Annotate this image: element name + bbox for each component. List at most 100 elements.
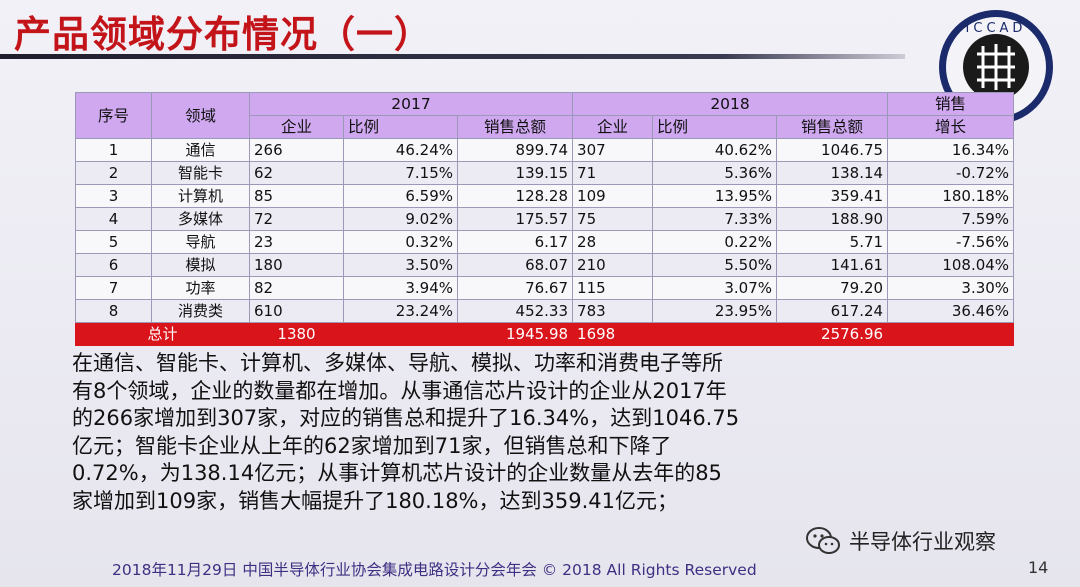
cell-ratio-2017: 0.32% [343,230,458,254]
header-enterprises-2017: 企业 [249,115,344,139]
cell-growth: -7.56% [887,230,1015,254]
cell-sales-2017: 899.74 [456,138,574,162]
cell-ratio-2018: 13.95% [652,184,778,208]
header-growth-line1: 销售 [887,92,1015,116]
cell-sales-2017: 128.28 [456,184,574,208]
cell-growth: 3.30% [887,276,1015,300]
cell-ratio-2017: 9.02% [343,207,458,231]
cell-sales-2017: 76.67 [456,276,574,300]
cell-enterprises-2018: 307 [572,138,654,162]
cell-field: 功率 [151,276,250,300]
cell-field: 模拟 [151,253,250,277]
cell-ratio-2017: 3.50% [343,253,458,277]
cell-ratio-2018: 7.33% [652,207,778,231]
cell-growth: -0.72% [887,161,1015,185]
cell-enterprises-2018: 109 [572,184,654,208]
header-growth-line2: 增长 [887,115,1015,139]
logo-text: ICCAD [966,21,1027,36]
cell-index: 2 [75,161,152,185]
cell-sales-2017: 139.15 [456,161,574,185]
cell-enterprises-2018: 28 [572,230,654,254]
cell-sales-2018: 188.90 [776,207,889,231]
cell-sales-2018: 359.41 [776,184,889,208]
cell-growth: 7.59% [887,207,1015,231]
cell-growth: 108.04% [887,253,1015,277]
total-ratio-2017-empty [343,322,458,346]
cell-growth: 36.46% [887,299,1015,323]
total-label: 总计 [75,322,250,346]
paragraph-line: 在通信、智能卡、计算机、多媒体、导航、模拟、功率和消费电子等所 [72,351,723,375]
cell-enterprises-2018: 783 [572,299,654,323]
cell-enterprises-2018: 210 [572,253,654,277]
cell-field: 通信 [151,138,250,162]
cell-index: 5 [75,230,152,254]
cell-ratio-2018: 23.95% [652,299,778,323]
cell-index: 1 [75,138,152,162]
cell-enterprises-2018: 115 [572,276,654,300]
cell-sales-2018: 1046.75 [776,138,889,162]
cell-ratio-2018: 5.50% [652,253,778,277]
total-sales-2018: 2576.96 [776,322,889,346]
cell-ratio-2017: 23.24% [343,299,458,323]
paragraph-line: 的266家增加到307家，对应的销售总和提升了16.34%，达到1046.75 [72,406,740,430]
cell-ratio-2018: 0.22% [652,230,778,254]
cell-field: 多媒体 [151,207,250,231]
cell-enterprises-2017: 266 [249,138,344,162]
cell-growth: 16.34% [887,138,1015,162]
watermark: 半导体行业观察 [805,526,996,556]
table-row: 4 多媒体 72 9.02% 175.57 75 7.33% 188.90 7.… [75,207,1015,231]
cell-enterprises-2018: 75 [572,207,654,231]
table-row: 5 导航 23 0.32% 6.17 28 0.22% 5.71 -7.56% [75,230,1015,254]
header-enterprises-2018: 企业 [572,115,654,139]
header-ratio-2018: 比例 [652,115,778,139]
cell-index: 6 [75,253,152,277]
header-2017: 2017 [248,92,574,116]
total-ratio-2018-empty [652,322,778,346]
total-row: 总计 1380 1945.98 1698 2576.96 [75,322,1015,346]
cell-ratio-2017: 46.24% [343,138,458,162]
cell-ratio-2018: 40.62% [652,138,778,162]
cell-sales-2018: 79.20 [776,276,889,300]
cell-ratio-2018: 5.36% [652,161,778,185]
paragraph-line: 有8个领域，企业的数量都在增加。从事通信芯片设计的企业从2017年 [72,378,727,403]
table-row: 8 消费类 610 23.24% 452.33 783 23.95% 617.2… [75,299,1015,323]
cell-enterprises-2017: 62 [249,161,344,185]
cell-field: 智能卡 [151,161,250,185]
cell-sales-2018: 138.14 [776,161,889,185]
table-row: 1 通信 266 46.24% 899.74 307 40.62% 1046.7… [75,138,1015,162]
cell-enterprises-2017: 82 [249,276,344,300]
paragraph-line: 家增加到109家，销售大幅提升了180.18%，达到359.41亿元； [72,488,678,513]
table-row: 2 智能卡 62 7.15% 139.15 71 5.36% 138.14 -0… [75,161,1015,185]
cell-sales-2017: 6.17 [456,230,574,254]
cell-index: 8 [75,299,152,323]
header-sales-2017: 销售总额 [456,115,574,139]
table-row: 7 功率 82 3.94% 76.67 115 3.07% 79.20 3.30… [75,276,1015,300]
cell-index: 7 [75,276,152,300]
total-sales-2017: 1945.98 [456,322,574,346]
cell-field: 计算机 [151,184,250,208]
summary-paragraph: 在通信、智能卡、计算机、多媒体、导航、模拟、功率和消费电子等所 有8个领域，企业… [72,350,1032,515]
table-row: 6 模拟 180 3.50% 68.07 210 5.50% 141.61 10… [75,253,1015,277]
table-row: 3 计算机 85 6.59% 128.28 109 13.95% 359.41 … [75,184,1015,208]
total-enterprises-2017: 1380 [249,322,344,346]
footer-text: 2018年11月29日 中国半导体行业协会集成电路设计分会年会 © 2018 A… [112,561,757,579]
header-field: 领域 [151,92,250,139]
title-rule [0,54,905,59]
domain-distribution-table: 序号 领域 2017 2018 销售 企业 比例 销售总额 企业 比例 销售总额… [75,92,1015,346]
cell-sales-2017: 68.07 [456,253,574,277]
cell-sales-2017: 175.57 [456,207,574,231]
header-index: 序号 [75,92,152,139]
cell-index: 3 [75,184,152,208]
cell-sales-2018: 141.61 [776,253,889,277]
cell-enterprises-2017: 72 [249,207,344,231]
total-growth-empty [887,322,1015,346]
header-sales-2018: 销售总额 [776,115,889,139]
cell-enterprises-2017: 180 [249,253,344,277]
slide-title: 产品领域分布情况（一） [14,13,432,56]
paragraph-line: 亿元；智能卡企业从上年的62家增加到71家，但销售总和下降了 [72,433,672,458]
cell-ratio-2017: 3.94% [343,276,458,300]
cell-ratio-2018: 3.07% [652,276,778,300]
cell-index: 4 [75,207,152,231]
paragraph-line: 0.72%，为138.14亿元；从事计算机芯片设计的企业数量从去年的85 [72,461,722,485]
